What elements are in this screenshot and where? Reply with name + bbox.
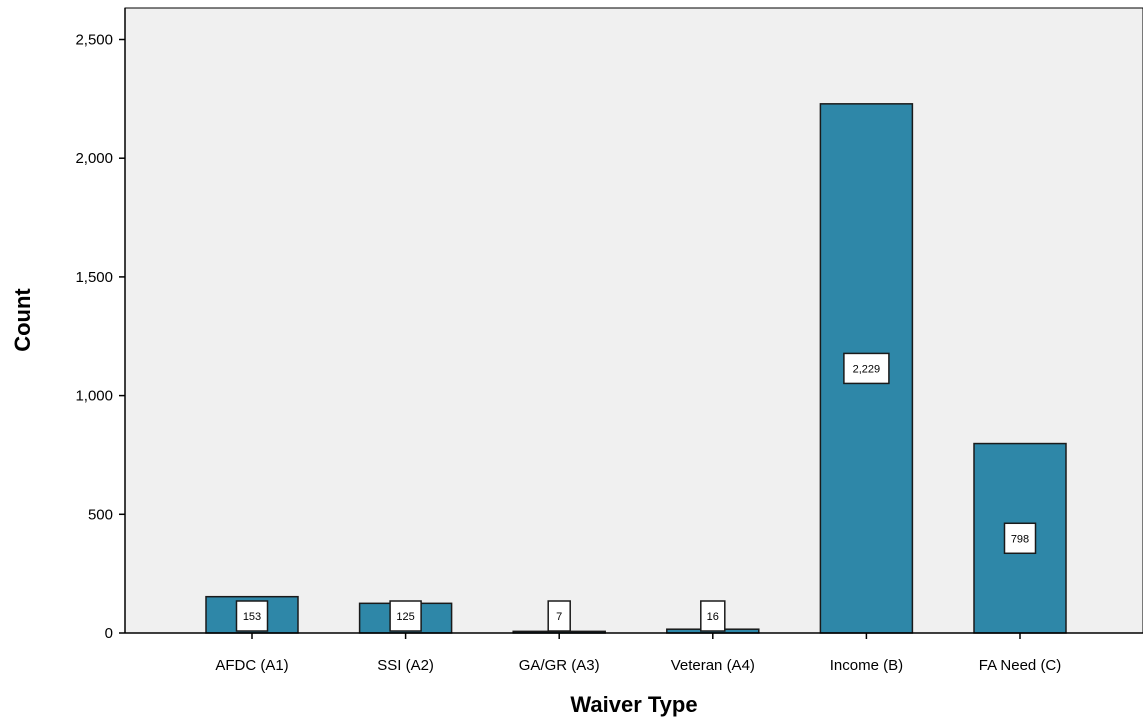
y-tick-label: 0 xyxy=(105,625,113,642)
data-label: 2,229 xyxy=(853,363,881,375)
y-tick-label: 1,000 xyxy=(75,388,113,405)
x-tick-label: FA Need (C) xyxy=(979,657,1062,674)
x-axis: AFDC (A1) SSI (A2) GA/GR (A3) Veteran (A4) I… xyxy=(125,632,1143,674)
y-tick-label: 2,000 xyxy=(75,150,113,167)
data-label-box xyxy=(843,352,890,385)
data-label-box xyxy=(235,600,269,632)
data-label: 7 xyxy=(556,611,562,623)
data-label-box xyxy=(700,600,726,632)
y-tick-label: 2,500 xyxy=(75,32,113,49)
x-tick-label: Income (B) xyxy=(830,657,903,674)
y-axis: 0 500 1,000 1,500 2,000 2,500 xyxy=(75,8,126,642)
data-labels-layer: 153 125 7 16 2,229 798 xyxy=(235,352,1037,632)
data-label-box xyxy=(389,600,422,632)
data-label: 798 xyxy=(1011,533,1029,545)
data-label-box xyxy=(1003,522,1037,555)
data-label: 125 xyxy=(396,611,414,623)
x-tick-label: Veteran (A4) xyxy=(671,657,755,674)
y-tick-label: 500 xyxy=(88,506,113,523)
x-tick-label: AFDC (A1) xyxy=(215,657,288,674)
data-label: 16 xyxy=(707,611,719,623)
data-label-box xyxy=(547,600,571,632)
data-label: 153 xyxy=(243,611,261,623)
x-tick-label: GA/GR (A3) xyxy=(519,657,600,674)
x-tick-label: SSI (A2) xyxy=(377,657,434,674)
x-axis-title: Waiver Type xyxy=(570,692,697,717)
y-axis-title: Count xyxy=(10,288,35,352)
y-tick-label: 1,500 xyxy=(75,269,113,286)
